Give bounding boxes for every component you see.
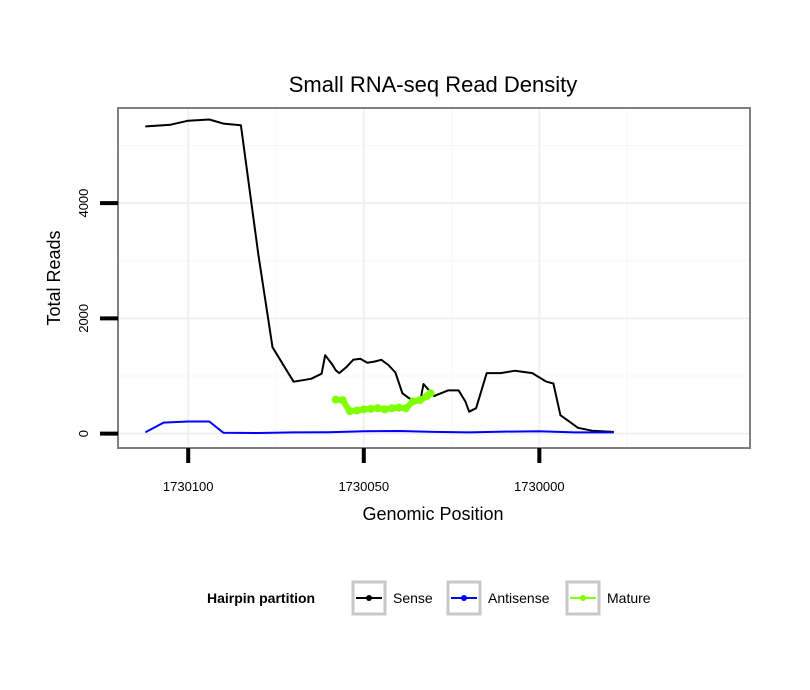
legend-label-antisense: Antisense — [488, 590, 550, 606]
data-point-mature — [338, 396, 347, 405]
data-point-mature — [352, 406, 361, 415]
data-point-mature — [366, 404, 375, 413]
legend: Hairpin partition Sense Antisense Mature — [207, 580, 651, 616]
y-tick-label: 4000 — [76, 189, 91, 218]
legend-label-mature: Mature — [607, 590, 651, 606]
series-line-antisense — [145, 420, 615, 434]
legend-label-sense: Sense — [393, 590, 433, 606]
legend-item-mature: Mature — [565, 580, 651, 616]
data-point-mature — [426, 389, 435, 398]
data-point-mature — [394, 403, 403, 412]
plot-panel — [118, 108, 750, 448]
legend-item-antisense: Antisense — [446, 580, 550, 616]
x-tick-label: 1730000 — [514, 479, 565, 494]
plot-border — [117, 107, 751, 449]
legend-marker-sense — [366, 595, 372, 601]
legend-title: Hairpin partition — [207, 590, 315, 606]
chart-title: Small RNA-seq Read Density — [289, 72, 578, 97]
x-tick-label: 1730100 — [163, 479, 214, 494]
data-point-mature — [373, 404, 382, 413]
data-point-mature — [331, 395, 340, 404]
series-layer — [145, 118, 615, 434]
data-point-mature — [380, 405, 389, 414]
data-point-mature — [345, 407, 354, 416]
y-tick-label: 2000 — [76, 304, 91, 333]
x-tick-label: 1730050 — [338, 479, 389, 494]
legend-marker-antisense — [461, 595, 467, 601]
data-point-mature — [408, 397, 417, 406]
x-axis-title: Genomic Position — [362, 504, 503, 524]
grid-lines — [118, 108, 750, 448]
axes: 1730100 1730050 1730000 0 2000 4000 — [76, 189, 565, 494]
y-axis-title: Total Reads — [44, 230, 64, 325]
legend-item-sense: Sense — [351, 580, 433, 616]
data-point-mature — [415, 396, 424, 405]
data-point-mature — [359, 405, 368, 414]
y-tick-label: 0 — [76, 430, 91, 437]
legend-marker-mature — [580, 595, 586, 601]
data-point-mature — [401, 404, 410, 413]
series-line-sense — [145, 118, 615, 433]
data-point-mature — [387, 404, 396, 413]
